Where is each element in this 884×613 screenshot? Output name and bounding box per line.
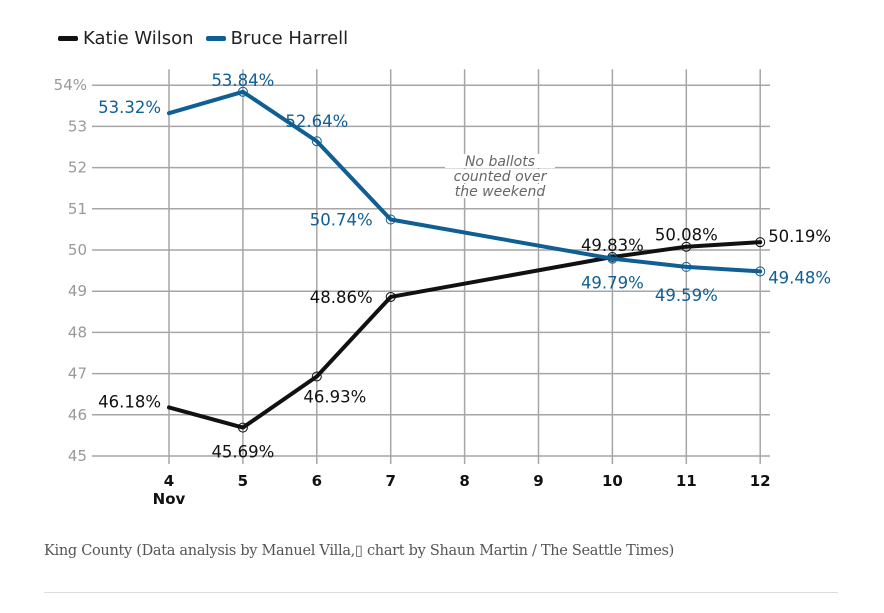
y-tick-label: 54% bbox=[54, 76, 87, 94]
x-axis-ticks: 4 5 6 7 8 9 10 11 12 Nov bbox=[153, 472, 771, 508]
y-tick-label: 52 bbox=[68, 159, 87, 177]
data-label-bruce-harrell: 53.32% bbox=[98, 98, 161, 117]
data-point-bruce-harrell bbox=[607, 253, 618, 264]
data-label-katie-wilson: 50.08% bbox=[655, 226, 718, 245]
data-label-bruce-harrell: 49.59% bbox=[655, 286, 718, 305]
data-label-katie-wilson: 50.19% bbox=[768, 227, 831, 246]
data-label-bruce-harrell: 49.48% bbox=[768, 268, 831, 287]
legend-item-katie-wilson: Katie Wilson bbox=[58, 28, 194, 49]
annotation-line: No ballots bbox=[465, 154, 535, 170]
data-label-bruce-harrell: 49.79% bbox=[581, 274, 644, 293]
y-axis-ticks: 45 46 47 48 49 50 51 52 53 54% bbox=[54, 76, 87, 465]
y-tick-label: 53 bbox=[68, 117, 87, 135]
data-point-katie-wilson bbox=[681, 241, 692, 252]
legend-item-bruce-harrell: Bruce Harrell bbox=[205, 28, 349, 49]
divider bbox=[44, 592, 838, 593]
legend-label-katie-wilson: Katie Wilson bbox=[83, 28, 194, 49]
annotation-bg bbox=[445, 154, 555, 168]
x-tick-label: 6 bbox=[312, 472, 322, 490]
y-tick-label: 51 bbox=[68, 200, 87, 218]
data-label-katie-wilson: 48.86% bbox=[310, 288, 373, 307]
y-tick-label: 50 bbox=[68, 241, 87, 259]
x-tick-label: 11 bbox=[676, 472, 697, 490]
series-lines bbox=[167, 86, 766, 433]
legend-swatch-bruce-harrell bbox=[205, 36, 226, 41]
x-tick-label: 12 bbox=[750, 472, 771, 490]
data-point-bruce-harrell bbox=[385, 214, 396, 225]
data-label-bruce-harrell: 52.64% bbox=[285, 112, 348, 131]
data-point-katie-wilson bbox=[311, 371, 322, 382]
x-tick-label: 5 bbox=[238, 472, 248, 490]
caption: King County (Data analysis by Manuel Vil… bbox=[44, 543, 675, 559]
x-tick-label: 7 bbox=[385, 472, 395, 490]
data-point-katie-wilson bbox=[237, 422, 248, 433]
grid bbox=[92, 69, 770, 464]
y-tick-label: 48 bbox=[68, 323, 87, 341]
x-tick-label: 9 bbox=[533, 472, 543, 490]
legend: Katie Wilson Bruce Harrell bbox=[58, 28, 360, 49]
data-label-katie-wilson: 46.18% bbox=[98, 392, 161, 411]
legend-swatch-katie-wilson bbox=[58, 36, 78, 41]
x-sublabel-month: Nov bbox=[153, 490, 186, 508]
y-tick-label: 46 bbox=[68, 406, 87, 424]
x-tick-label: 8 bbox=[459, 472, 469, 490]
data-point-bruce-harrell bbox=[681, 261, 692, 272]
y-tick-label: 45 bbox=[68, 447, 87, 465]
legend-label-bruce-harrell: Bruce Harrell bbox=[230, 28, 349, 49]
series-line-bruce-harrell bbox=[167, 89, 763, 274]
data-labels: 46.18% 45.69% 46.93% 48.86% 49.83% 50.08% 50.1… bbox=[98, 71, 831, 462]
x-tick-label: 4 bbox=[164, 472, 174, 490]
data-point-katie-wilson bbox=[385, 291, 396, 302]
annotation-bg bbox=[445, 184, 555, 198]
data-label-katie-wilson: 46.93% bbox=[303, 387, 366, 406]
data-label-bruce-harrell: 50.74% bbox=[310, 211, 373, 230]
y-tick-label: 47 bbox=[68, 365, 87, 383]
x-tick-label: 10 bbox=[602, 472, 623, 490]
data-label-katie-wilson: 49.83% bbox=[581, 236, 644, 255]
annotation-line: counted over bbox=[454, 169, 548, 185]
data-point-katie-wilson bbox=[755, 237, 766, 248]
data-point-bruce-harrell bbox=[311, 136, 322, 147]
annotation-line: the weekend bbox=[455, 184, 546, 200]
annotation-bg bbox=[445, 169, 555, 183]
series-line-katie-wilson bbox=[167, 240, 763, 430]
data-point-bruce-harrell bbox=[755, 266, 766, 277]
data-point-bruce-harrell bbox=[237, 86, 248, 97]
y-tick-label: 49 bbox=[68, 282, 87, 300]
data-label-katie-wilson: 45.69% bbox=[211, 443, 274, 462]
data-label-bruce-harrell: 53.84% bbox=[211, 71, 274, 90]
